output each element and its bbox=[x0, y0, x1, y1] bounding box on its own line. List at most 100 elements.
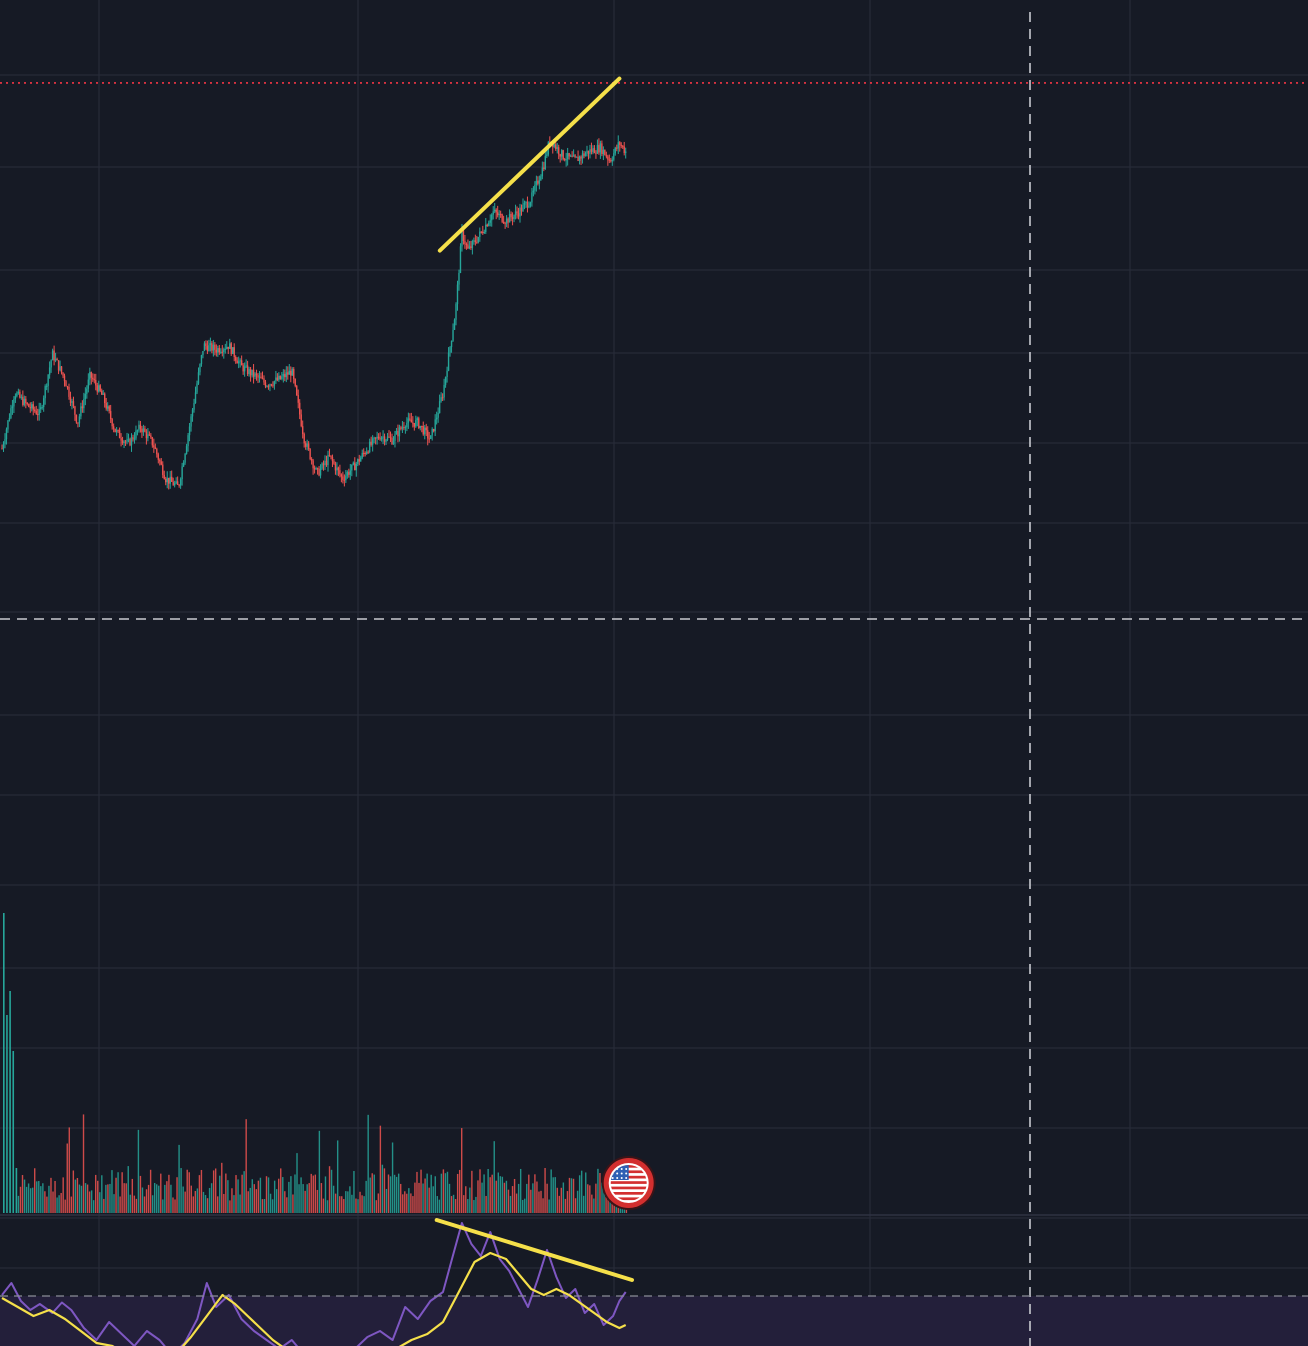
candle-body-down bbox=[608, 159, 611, 161]
candle-body-down bbox=[261, 378, 264, 380]
volume-bar bbox=[54, 1180, 56, 1213]
candle-body-down bbox=[562, 150, 564, 160]
candle-body-down bbox=[587, 150, 590, 154]
candle-body-up bbox=[42, 398, 45, 408]
candle-body-down bbox=[159, 459, 161, 462]
volume-bar bbox=[271, 1199, 274, 1213]
rsi-line bbox=[1, 1222, 627, 1346]
volume-bar bbox=[412, 1196, 414, 1213]
candle-body-up bbox=[625, 151, 627, 153]
volume-bar bbox=[469, 1187, 471, 1213]
candle-body-down bbox=[325, 460, 328, 466]
volume-bar bbox=[471, 1170, 473, 1213]
volume-bar bbox=[530, 1189, 532, 1213]
volume-bar bbox=[310, 1173, 312, 1213]
volume-bar bbox=[62, 1177, 64, 1213]
volume-bar bbox=[511, 1186, 514, 1213]
candle-body-down bbox=[144, 428, 146, 432]
candle-body-up bbox=[443, 384, 445, 398]
candle-body-up bbox=[16, 393, 18, 397]
candle-body-up bbox=[431, 428, 433, 436]
candle-body-down bbox=[374, 437, 377, 439]
volume-bar bbox=[497, 1172, 500, 1213]
candle-body-down bbox=[263, 378, 265, 383]
volume-bar bbox=[103, 1198, 105, 1213]
volume-bar bbox=[290, 1176, 292, 1213]
candle-body-down bbox=[160, 461, 162, 465]
candle-body-up bbox=[266, 386, 268, 388]
candle-body-down bbox=[264, 382, 267, 387]
volume-bar bbox=[322, 1198, 325, 1213]
volume-bar bbox=[605, 1196, 607, 1213]
candle-body-up bbox=[532, 190, 535, 193]
candle-body-up bbox=[47, 374, 49, 386]
candle-body-down bbox=[53, 350, 55, 361]
candle-body-up bbox=[83, 399, 85, 409]
volume-bar bbox=[528, 1174, 530, 1213]
candle-body-down bbox=[367, 451, 369, 453]
candle-body-up bbox=[419, 425, 421, 429]
candle-body-down bbox=[19, 391, 21, 398]
candle-body-down bbox=[270, 384, 273, 386]
flag-star bbox=[625, 1172, 628, 1175]
volume-bar bbox=[101, 1175, 103, 1213]
volume-bar bbox=[174, 1199, 176, 1213]
volume-bar bbox=[357, 1199, 359, 1213]
volume-bar bbox=[156, 1184, 158, 1213]
volume-bar bbox=[249, 1187, 251, 1213]
candle-body-down bbox=[577, 156, 579, 162]
volume-bar bbox=[25, 1186, 28, 1213]
candle-body-up bbox=[514, 211, 517, 216]
candle-body-up bbox=[599, 143, 602, 153]
rsi-moving-average-line bbox=[1, 1251, 627, 1346]
candle-body-up bbox=[269, 384, 271, 387]
volume-bar bbox=[562, 1182, 565, 1213]
candle-body-up bbox=[556, 147, 558, 149]
volume-bar bbox=[416, 1171, 418, 1213]
candle-body-up bbox=[611, 159, 614, 162]
volume-bar bbox=[552, 1177, 554, 1213]
volume-bar bbox=[107, 1184, 109, 1213]
volume-bar bbox=[76, 1177, 79, 1213]
candle-body-down bbox=[510, 213, 512, 218]
candle-body-down bbox=[607, 156, 609, 160]
volume-bar bbox=[446, 1171, 449, 1213]
candle-body-down bbox=[316, 468, 319, 470]
volume-bar bbox=[580, 1170, 583, 1213]
candle-body-down bbox=[425, 427, 427, 431]
candle-body-down bbox=[176, 481, 179, 485]
candle-body-up bbox=[319, 468, 322, 476]
candle-body-down bbox=[507, 218, 509, 223]
candle-body-up bbox=[123, 441, 125, 443]
candle-body-down bbox=[153, 445, 155, 448]
candle-body-up bbox=[193, 403, 195, 410]
candle-body-down bbox=[340, 474, 343, 477]
candle-body-down bbox=[354, 462, 356, 471]
candle-body-up bbox=[525, 202, 527, 204]
volume-bar bbox=[158, 1185, 160, 1213]
candle-body-down bbox=[517, 213, 520, 217]
volume-bar bbox=[162, 1199, 164, 1213]
volume-bar bbox=[284, 1191, 286, 1213]
candle-body-up bbox=[14, 396, 17, 400]
candle-body-down bbox=[236, 360, 238, 364]
candle-body-up bbox=[596, 145, 599, 154]
volume-bar bbox=[314, 1174, 317, 1213]
candle-body-up bbox=[71, 401, 73, 403]
flag-star bbox=[625, 1177, 628, 1179]
volume-bar bbox=[568, 1177, 571, 1213]
volume-bar bbox=[84, 1183, 87, 1213]
candle-body-down bbox=[537, 180, 539, 184]
overlays bbox=[0, 12, 1308, 1346]
us-flag-icon[interactable] bbox=[601, 1156, 656, 1210]
candle-body-down bbox=[467, 244, 469, 249]
volume-bar bbox=[196, 1188, 199, 1213]
volume-bar bbox=[46, 1196, 48, 1213]
volume-bar bbox=[385, 1188, 388, 1213]
candle-body-up bbox=[385, 439, 387, 442]
flag-star bbox=[620, 1168, 623, 1170]
candle-body-up bbox=[175, 481, 177, 484]
volume-bar bbox=[542, 1198, 544, 1213]
